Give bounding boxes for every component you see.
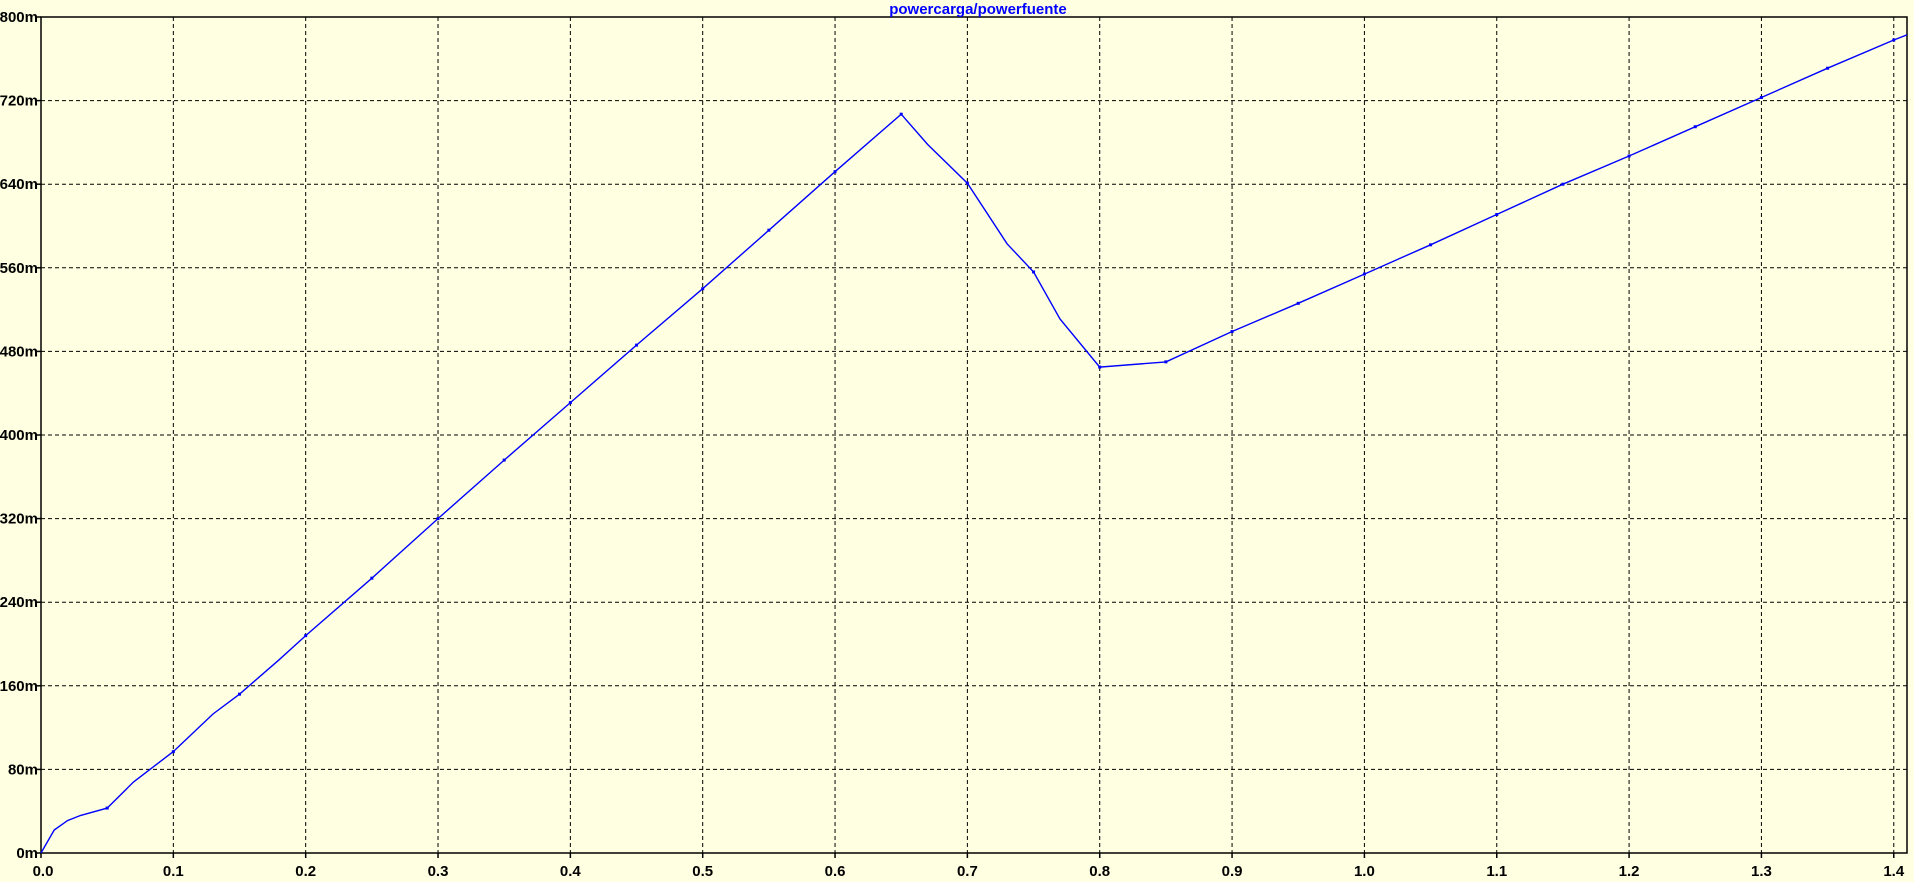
- data-point: [1561, 182, 1565, 186]
- y-tick-label: 0m: [16, 845, 38, 862]
- data-point: [899, 112, 903, 116]
- y-tick-label: 160m: [0, 678, 38, 695]
- x-tick-label: 0.0: [33, 863, 54, 880]
- x-tick-label: 1.3: [1751, 863, 1772, 880]
- x-tick-label: 1.0: [1354, 863, 1375, 880]
- y-tick-label: 800m: [0, 9, 38, 26]
- data-point: [1759, 95, 1763, 99]
- y-tick-label: 240m: [0, 594, 38, 611]
- grid-lines: [41, 17, 1907, 853]
- data-point: [105, 806, 109, 810]
- chart-title: powercarga/powerfuente: [889, 1, 1067, 18]
- x-tick-label: 0.3: [428, 863, 449, 880]
- y-tick-label: 640m: [0, 176, 38, 193]
- data-point: [304, 634, 308, 638]
- y-tick-label: 720m: [0, 93, 38, 110]
- x-tick-label: 0.6: [825, 863, 846, 880]
- x-tick-label: 0.2: [295, 863, 316, 880]
- data-point: [1230, 330, 1234, 334]
- data-point: [370, 576, 374, 580]
- data-point: [1098, 365, 1102, 369]
- x-tick-label: 1.1: [1486, 863, 1507, 880]
- x-tick-label: 0.1: [163, 863, 184, 880]
- data-point: [1362, 272, 1366, 276]
- y-axis-ticks: 0m 80m 160m 240m 320m 400m 480m 560m 640m 720m 800…: [0, 9, 41, 862]
- y-tick-label: 560m: [0, 260, 38, 277]
- x-tick-label: 0.7: [957, 863, 978, 880]
- x-tick-label: 0.9: [1222, 863, 1243, 880]
- data-point: [171, 750, 175, 754]
- data-point: [1296, 301, 1300, 305]
- data-point: [1429, 243, 1433, 247]
- data-point: [1826, 66, 1830, 70]
- y-tick-label: 400m: [0, 427, 38, 444]
- data-point: [833, 170, 837, 174]
- x-tick-label: 0.8: [1089, 863, 1110, 880]
- data-point: [1032, 270, 1036, 274]
- x-axis-ticks: 0.0 0.1 0.2 0.3 0.4 0.5 0.6 0.7 0.8 0.9 1.0 1.1 1.2 1…: [33, 853, 1905, 880]
- data-point: [1693, 125, 1697, 129]
- data-point: [568, 401, 572, 405]
- data-point: [1892, 38, 1896, 42]
- data-point: [767, 228, 771, 232]
- data-point: [502, 458, 506, 462]
- data-point: [635, 343, 639, 347]
- y-tick-label: 80m: [8, 761, 38, 778]
- x-tick-label: 1.2: [1619, 863, 1640, 880]
- data-point: [436, 517, 440, 521]
- data-point: [1627, 154, 1631, 158]
- series-markers: [105, 38, 1896, 810]
- data-point: [1495, 213, 1499, 217]
- y-tick-label: 480m: [0, 343, 38, 360]
- data-point: [965, 181, 969, 185]
- data-point: [238, 692, 242, 696]
- data-point: [701, 287, 705, 291]
- x-tick-label: 1.4: [1883, 863, 1905, 880]
- y-tick-label: 320m: [0, 511, 38, 528]
- x-tick-label: 0.5: [692, 863, 713, 880]
- data-point: [1164, 360, 1168, 364]
- x-tick-label: 0.4: [560, 863, 582, 880]
